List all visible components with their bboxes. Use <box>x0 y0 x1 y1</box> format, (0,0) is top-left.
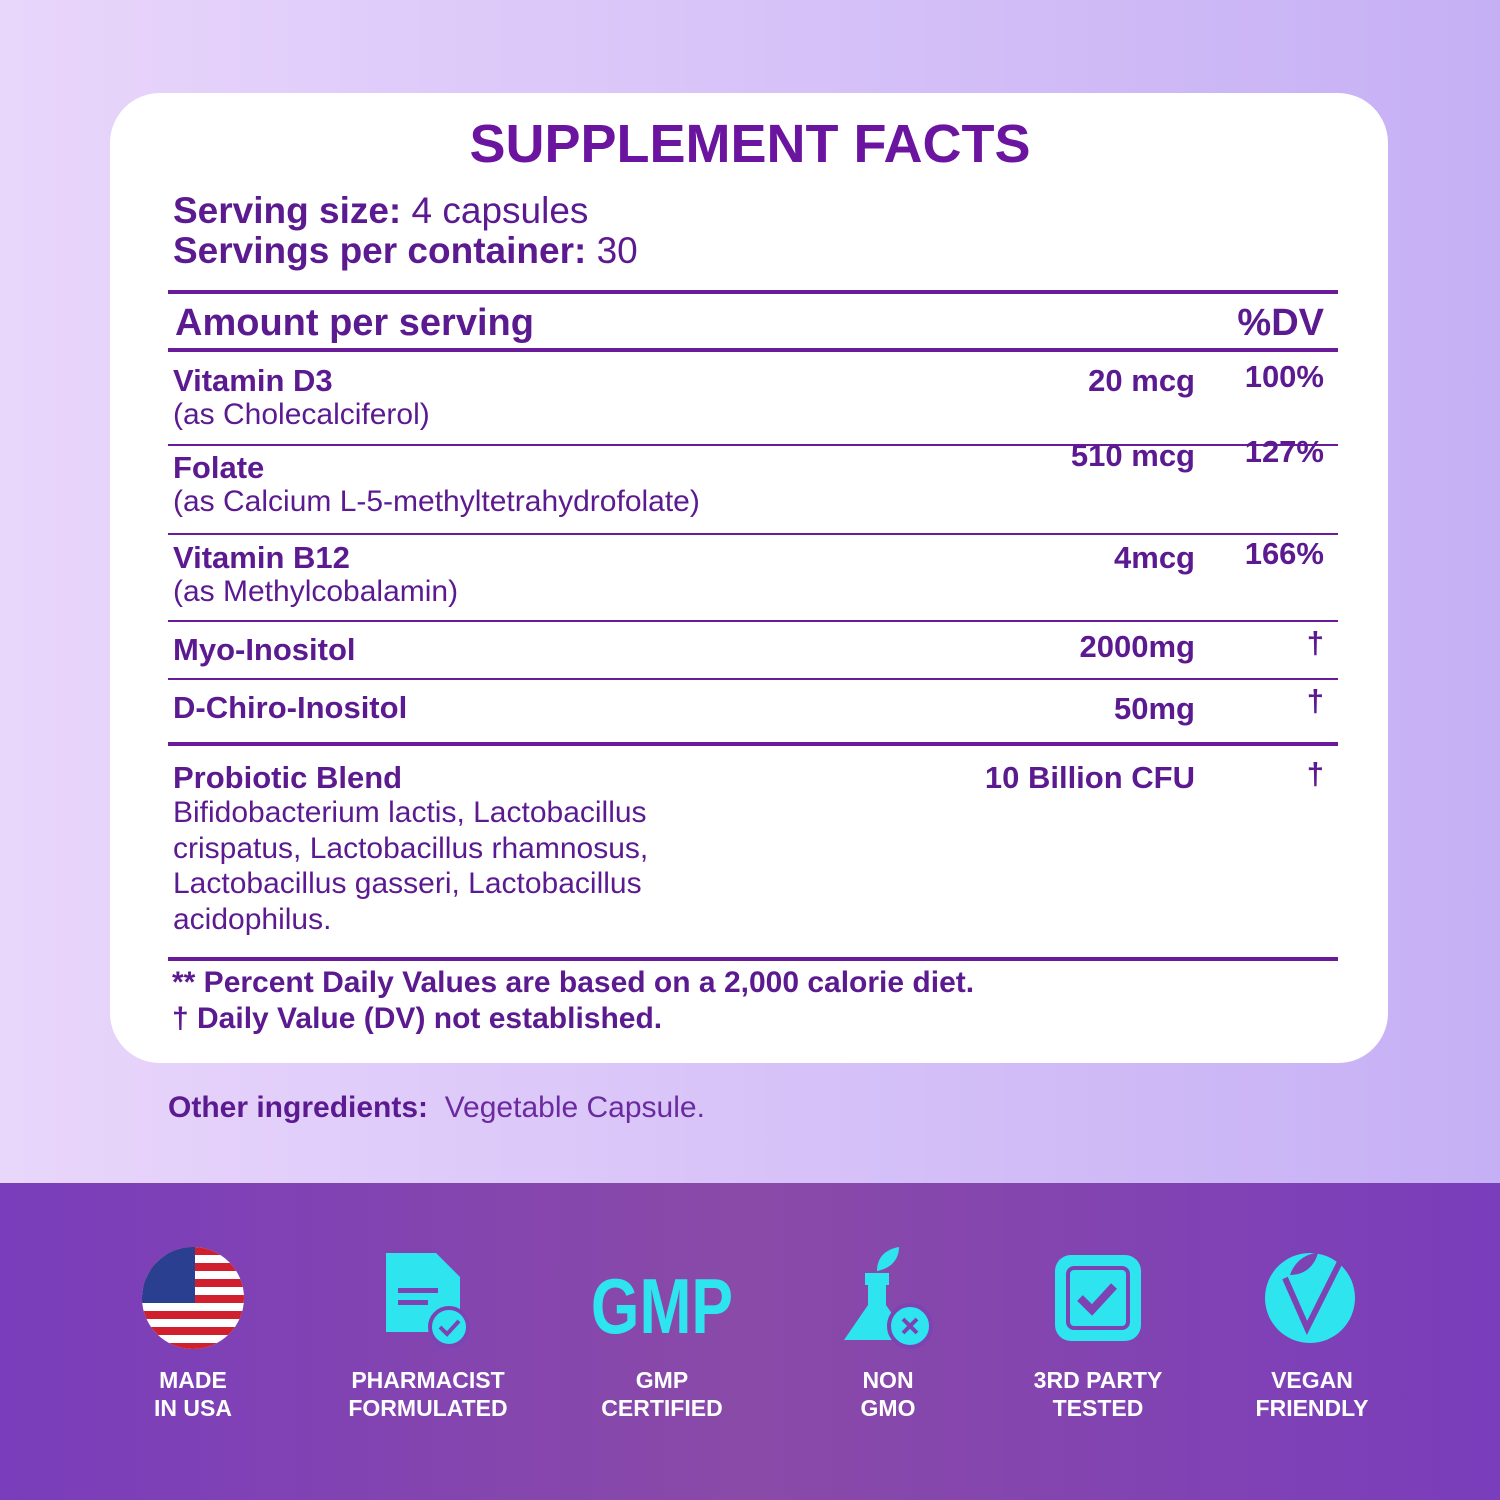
blend-line: Lactobacillus gasseri, Lactobacillus <box>173 867 642 900</box>
badge-label: IN USA <box>154 1395 232 1421</box>
rule <box>168 290 1338 294</box>
dv-header: %DV <box>1237 302 1324 344</box>
amount: 4mcg <box>1114 540 1195 575</box>
rule <box>168 533 1338 535</box>
rule <box>168 957 1338 961</box>
rule <box>168 742 1338 746</box>
nutrient-source: (as Methylcobalamin) <box>173 575 459 608</box>
daily-value: 166% <box>1244 536 1324 571</box>
title: SUPPLEMENT FACTS <box>469 114 1031 174</box>
serving-size: Serving size: 4 capsules <box>173 192 588 229</box>
amount: 510 mcg <box>1070 438 1195 473</box>
nutrient-source: (as Cholecalciferol) <box>173 398 430 431</box>
nutrient-name: Probiotic Blend <box>173 760 403 795</box>
amount: 20 mcg <box>1088 363 1195 398</box>
vegan-icon <box>1265 1253 1355 1343</box>
value: Vegetable Capsule. <box>444 1091 705 1124</box>
badge-label: TESTED <box>1052 1395 1144 1421</box>
badge-label: 3RD PARTY <box>1033 1367 1163 1393</box>
badge-label: GMO <box>860 1395 916 1421</box>
flask-icon <box>844 1247 933 1349</box>
usa-flag-icon <box>142 1247 244 1349</box>
blend-line: Bifidobacterium lactis, Lactobacillus <box>173 796 647 829</box>
value: 4 capsules <box>411 190 589 231</box>
label: Servings per container: <box>173 230 587 271</box>
nutrient-source: (as Calcium L-5-methyltetrahydrofolate) <box>173 485 700 518</box>
badge-label: MADE <box>159 1367 227 1393</box>
footnote: † Daily Value (DV) not established. <box>172 1002 663 1035</box>
amount: 50mg <box>1114 691 1195 726</box>
badge-label: CERTIFIED <box>601 1395 723 1421</box>
gmp-icon: GMP <box>591 1262 733 1349</box>
badge-band <box>0 1183 1500 1500</box>
nutrient-name: Folate <box>173 450 265 485</box>
badge-label: VEGAN <box>1271 1367 1353 1393</box>
checkbox-icon <box>1055 1255 1141 1341</box>
footnote: ** Percent Daily Values are based on a 2… <box>172 966 975 999</box>
badge-icons: GMP <box>142 1247 1355 1350</box>
label: Other ingredients: <box>168 1091 429 1124</box>
rule <box>168 620 1338 622</box>
blend-line: crispatus, Lactobacillus rhamnosus, <box>173 831 649 865</box>
amount-header: Amount per serving <box>175 302 534 344</box>
badge-label: NON <box>862 1367 914 1393</box>
servings-per-container: Servings per container: 30 <box>173 232 638 269</box>
facts-card <box>110 93 1388 1063</box>
nutrient-name: Vitamin D3 <box>173 363 333 398</box>
rule <box>168 444 1338 446</box>
badge-label: GMP <box>635 1367 689 1393</box>
blend-line: acidophilus. <box>173 902 332 936</box>
nutrient-name: Vitamin B12 <box>173 540 350 575</box>
daily-value: † <box>1306 683 1324 718</box>
daily-value: 127% <box>1244 434 1324 469</box>
badge-label: FORMULATED <box>348 1395 508 1421</box>
other-ingredients: Other ingredients: Vegetable Capsule. <box>168 1093 705 1123</box>
amount: 10 Billion CFU <box>984 760 1195 795</box>
document-icon <box>386 1253 470 1348</box>
value: 30 <box>596 230 638 271</box>
rule <box>168 678 1338 680</box>
nutrient-name: D-Chiro-Inositol <box>173 690 408 725</box>
badge-label: PHARMACIST <box>351 1367 505 1393</box>
daily-value: 100% <box>1244 359 1324 394</box>
amount: 2000mg <box>1079 629 1195 664</box>
badge-label: FRIENDLY <box>1255 1395 1369 1421</box>
nutrient-name: Myo-Inositol <box>173 632 356 667</box>
daily-value: † <box>1306 625 1324 660</box>
rule <box>168 348 1338 352</box>
label: Serving size: <box>173 190 402 231</box>
daily-value: † <box>1306 756 1324 791</box>
